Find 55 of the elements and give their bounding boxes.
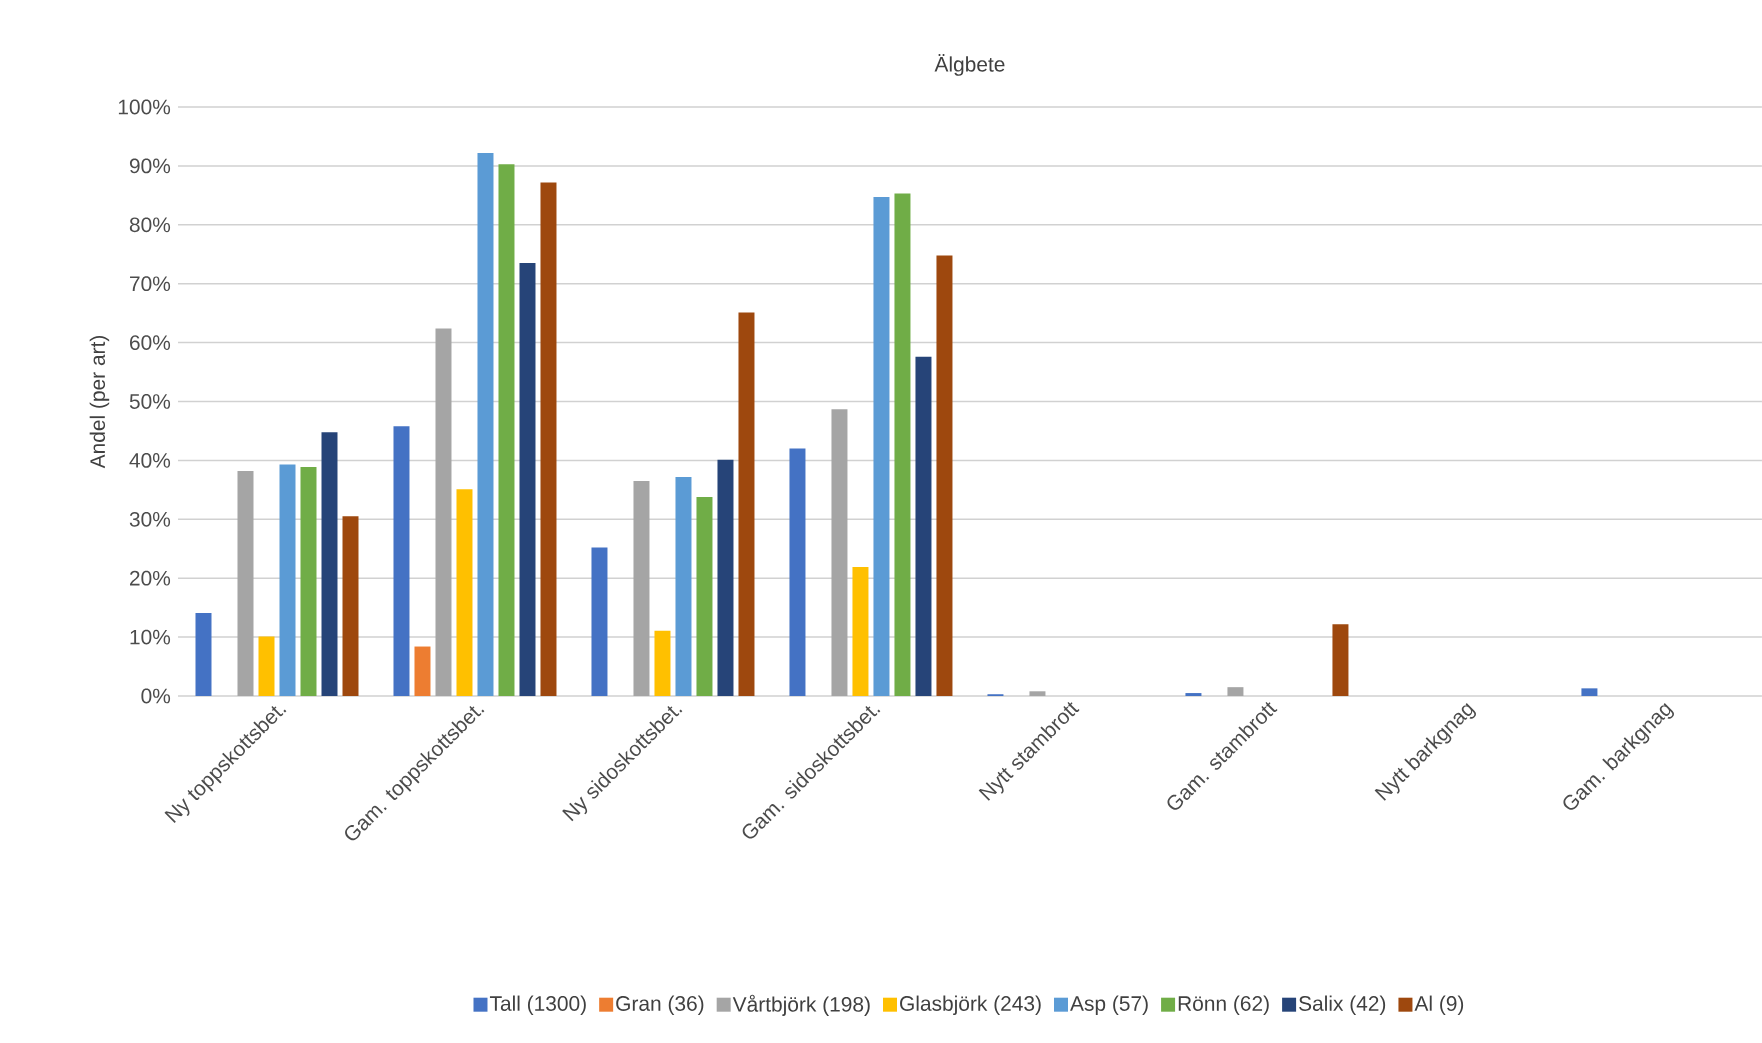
y-tick-label: 20% xyxy=(130,570,171,586)
bar xyxy=(873,197,890,696)
bar xyxy=(477,152,494,696)
legend-label: Al (9) xyxy=(1414,995,1464,1016)
bar xyxy=(1185,693,1202,696)
y-tick-label: 60% xyxy=(130,335,171,351)
bar xyxy=(852,567,869,696)
y-tick-label: 50% xyxy=(129,394,171,409)
bar xyxy=(321,432,338,696)
bar xyxy=(591,547,608,696)
legend-label: Tall (1300) xyxy=(489,995,586,1016)
bar xyxy=(915,356,932,696)
bar xyxy=(414,646,431,696)
y-tick-label: 30% xyxy=(129,511,171,527)
bar xyxy=(1227,687,1244,696)
bar xyxy=(393,426,410,696)
bar xyxy=(696,496,713,696)
y-tick-label: 10% xyxy=(130,629,171,645)
bar xyxy=(717,459,734,696)
legend-label: Vårtbjörk (198) xyxy=(732,994,870,1016)
legend-label: Asp (57) xyxy=(1070,995,1148,1016)
legend-label: Glasbjörk (243) xyxy=(900,995,1041,1016)
bar xyxy=(300,466,317,696)
y-tick-label: 40% xyxy=(129,452,171,468)
y-tick-label: 80% xyxy=(129,217,171,233)
bar xyxy=(237,471,254,696)
bar xyxy=(279,464,296,696)
legend-label: Rönn (62) xyxy=(1178,995,1269,1016)
bar xyxy=(456,489,473,696)
bar xyxy=(519,263,536,696)
bar xyxy=(633,481,650,696)
y-tick-label: 70% xyxy=(130,276,171,292)
bar xyxy=(894,193,911,696)
bar xyxy=(540,182,557,696)
y-tick-label: 0% xyxy=(141,688,171,704)
bar xyxy=(1029,691,1046,696)
y-axis-title: Andel (per art) xyxy=(89,335,110,469)
bar xyxy=(258,636,275,696)
chart-title: Älgbete xyxy=(934,53,1005,76)
bar xyxy=(738,312,755,696)
bar xyxy=(1581,688,1598,696)
bar xyxy=(498,164,515,696)
bar xyxy=(435,328,452,696)
bar xyxy=(654,630,671,696)
bar xyxy=(342,516,359,696)
legend-label: Gran (36) xyxy=(616,995,704,1016)
bar xyxy=(831,409,848,696)
y-tick-label: 100% xyxy=(118,99,171,115)
legend-label: Salix (42) xyxy=(1299,995,1386,1016)
bar xyxy=(675,476,692,696)
bar xyxy=(936,255,953,696)
y-tick-label: 90% xyxy=(129,158,171,174)
bar xyxy=(789,448,806,696)
bar xyxy=(1332,624,1349,696)
bar xyxy=(195,612,212,696)
